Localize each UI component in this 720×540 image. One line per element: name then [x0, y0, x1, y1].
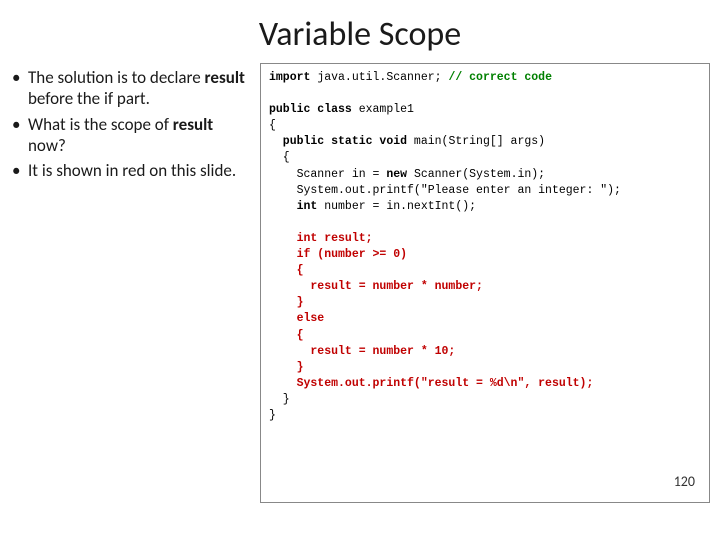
code-line: result = number * 10;: [269, 344, 701, 360]
code-line: int number = in.nextInt();: [269, 199, 701, 215]
bullet-bold: result: [205, 67, 245, 88]
bullet-item: What is the scope of result now?: [10, 114, 252, 157]
code-line: [269, 86, 701, 102]
code-line: int result;: [269, 231, 701, 247]
code-line: {: [269, 118, 701, 134]
bullet-list: The solution is to declare result before…: [10, 63, 260, 503]
code-line: import java.util.Scanner; // correct cod…: [269, 70, 701, 86]
slide-title: Variable Scope: [0, 0, 720, 63]
code-line: public class example1: [269, 102, 701, 118]
code-line: result = number * number;: [269, 279, 701, 295]
code-line: public static void main(String[] args): [269, 134, 701, 150]
code-line: System.out.printf("result = %d\n", resul…: [269, 376, 701, 392]
bullet-bold: result: [173, 114, 213, 135]
slide-number: 120: [674, 472, 695, 492]
bullet-item: It is shown in red on this slide.: [10, 160, 252, 181]
code-block: import java.util.Scanner; // correct cod…: [260, 63, 710, 503]
code-line: System.out.printf("Please enter an integ…: [269, 183, 701, 199]
code-line: {: [269, 263, 701, 279]
bullet-text: before the if part.: [28, 88, 150, 109]
code-line: }: [269, 408, 701, 424]
bullet-text: What is the scope of: [28, 114, 173, 135]
code-line: }: [269, 392, 701, 408]
bullet-text: now?: [28, 135, 66, 156]
bullet-item: The solution is to declare result before…: [10, 67, 252, 110]
content-area: The solution is to declare result before…: [0, 63, 720, 503]
bullet-text: The solution is to declare: [28, 67, 205, 88]
code-line: {: [269, 150, 701, 166]
code-line: {: [269, 328, 701, 344]
code-line: }: [269, 360, 701, 376]
code-line: else: [269, 311, 701, 327]
code-line: if (number >= 0): [269, 247, 701, 263]
code-line: [269, 215, 701, 231]
code-line: Scanner in = new Scanner(System.in);: [269, 167, 701, 183]
code-line: }: [269, 295, 701, 311]
bullet-text: It is shown in red on this slide.: [28, 160, 236, 181]
